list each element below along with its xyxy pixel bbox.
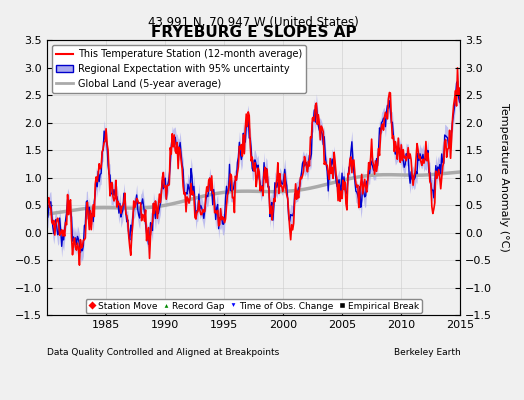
Y-axis label: Temperature Anomaly (°C): Temperature Anomaly (°C) (499, 103, 509, 252)
Title: FRYEBURG E SLOPES AP: FRYEBURG E SLOPES AP (151, 25, 356, 40)
Legend: Station Move, Record Gap, Time of Obs. Change, Empirical Break: Station Move, Record Gap, Time of Obs. C… (85, 299, 422, 313)
Text: Berkeley Earth: Berkeley Earth (394, 348, 461, 357)
Text: Data Quality Controlled and Aligned at Breakpoints: Data Quality Controlled and Aligned at B… (47, 348, 279, 357)
Text: 43.991 N, 70.947 W (United States): 43.991 N, 70.947 W (United States) (148, 16, 359, 29)
